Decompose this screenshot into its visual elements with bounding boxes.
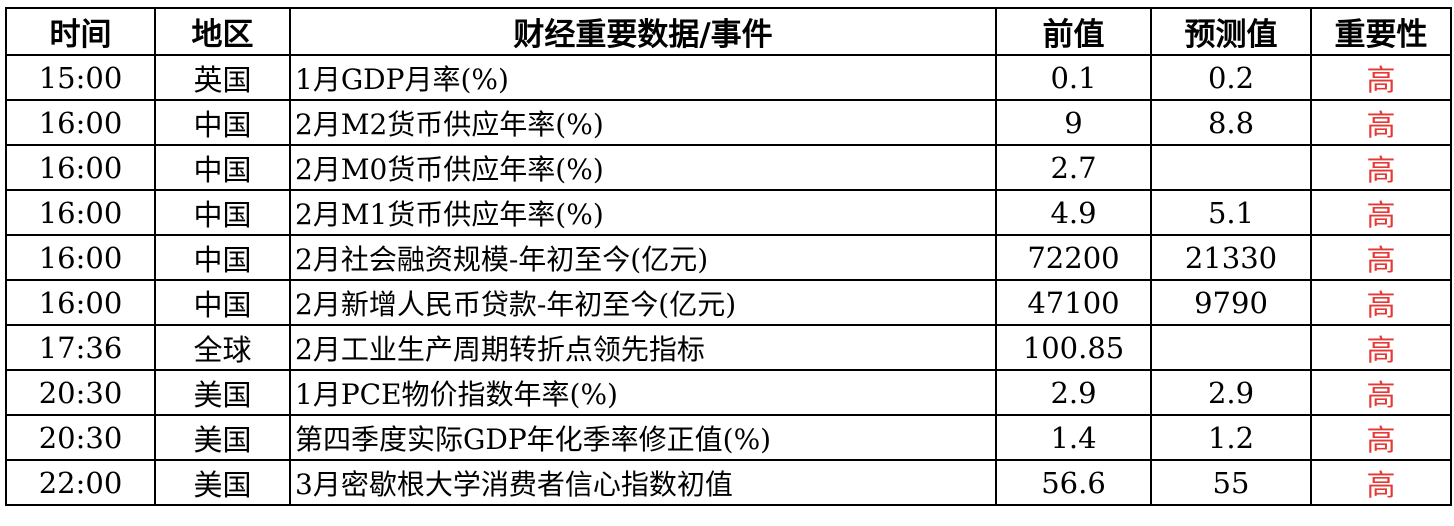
event-cell: 第四季度实际GDP年化季率修正值(%)	[289, 414, 997, 461]
header-row: 时间 地区 财经重要数据/事件 前值 预测值 重要性	[5, 7, 1452, 56]
previous-cell: 2.7	[995, 144, 1152, 191]
time-cell: 15:00	[5, 54, 156, 101]
forecast-cell: 5.1	[1150, 189, 1312, 236]
importance-cell: 高	[1310, 189, 1452, 236]
importance-cell: 高	[1310, 324, 1452, 371]
table-row: 20:30 美国 第四季度实际GDP年化季率修正值(%) 1.4 1.2 高	[5, 414, 1452, 461]
economic-calendar-table: 时间 地区 财经重要数据/事件 前值 预测值 重要性 15:00 英国 1月GDP月…	[5, 7, 1452, 506]
table-row: 17:36 全球 2月工业生产周期转折点领先指标 100.85 高	[5, 324, 1452, 371]
header-importance: 重要性	[1310, 7, 1452, 56]
importance-cell: 高	[1310, 99, 1452, 146]
region-cell: 中国	[154, 189, 291, 236]
event-cell: 2月工业生产周期转折点领先指标	[289, 324, 997, 371]
header-previous: 前值	[995, 7, 1152, 56]
table-row: 16:00 中国 2月新增人民币贷款-年初至今(亿元) 47100 9790 高	[5, 279, 1452, 326]
event-cell: 2月新增人民币贷款-年初至今(亿元)	[289, 279, 997, 326]
event-cell: 2月社会融资规模-年初至今(亿元)	[289, 234, 997, 281]
forecast-cell: 9790	[1150, 279, 1312, 326]
header-forecast: 预测值	[1150, 7, 1312, 56]
event-cell: 1月PCE物价指数年率(%)	[289, 369, 997, 416]
forecast-cell	[1150, 324, 1312, 371]
region-cell: 中国	[154, 99, 291, 146]
forecast-cell: 8.8	[1150, 99, 1312, 146]
importance-cell: 高	[1310, 369, 1452, 416]
previous-cell: 72200	[995, 234, 1152, 281]
time-cell: 16:00	[5, 189, 156, 236]
importance-cell: 高	[1310, 234, 1452, 281]
event-cell: 1月GDP月率(%)	[289, 54, 997, 101]
event-cell: 2月M0货币供应年率(%)	[289, 144, 997, 191]
time-cell: 20:30	[5, 414, 156, 461]
forecast-cell: 0.2	[1150, 54, 1312, 101]
region-cell: 全球	[154, 324, 291, 371]
importance-cell: 高	[1310, 414, 1452, 461]
previous-cell: 0.1	[995, 54, 1152, 101]
header-event: 财经重要数据/事件	[289, 7, 997, 56]
table-row: 20:30 美国 1月PCE物价指数年率(%) 2.9 2.9 高	[5, 369, 1452, 416]
event-cell: 2月M2货币供应年率(%)	[289, 99, 997, 146]
previous-cell: 9	[995, 99, 1152, 146]
forecast-cell: 55	[1150, 459, 1312, 506]
region-cell: 英国	[154, 54, 291, 101]
previous-cell: 1.4	[995, 414, 1152, 461]
table-row: 16:00 中国 2月社会融资规模-年初至今(亿元) 72200 21330 高	[5, 234, 1452, 281]
event-cell: 3月密歇根大学消费者信心指数初值	[289, 459, 997, 506]
previous-cell: 4.9	[995, 189, 1152, 236]
table-row: 15:00 英国 1月GDP月率(%) 0.1 0.2 高	[5, 54, 1452, 101]
header-time: 时间	[5, 7, 156, 56]
time-cell: 20:30	[5, 369, 156, 416]
importance-cell: 高	[1310, 279, 1452, 326]
table-row: 16:00 中国 2月M1货币供应年率(%) 4.9 5.1 高	[5, 189, 1452, 236]
region-cell: 美国	[154, 459, 291, 506]
importance-cell: 高	[1310, 144, 1452, 191]
time-cell: 17:36	[5, 324, 156, 371]
event-cell: 2月M1货币供应年率(%)	[289, 189, 997, 236]
table-row: 16:00 中国 2月M0货币供应年率(%) 2.7 高	[5, 144, 1452, 191]
previous-cell: 100.85	[995, 324, 1152, 371]
header-region: 地区	[154, 7, 291, 56]
region-cell: 中国	[154, 279, 291, 326]
forecast-cell: 21330	[1150, 234, 1312, 281]
region-cell: 中国	[154, 144, 291, 191]
previous-cell: 2.9	[995, 369, 1152, 416]
importance-cell: 高	[1310, 54, 1452, 101]
time-cell: 16:00	[5, 279, 156, 326]
forecast-cell	[1150, 144, 1312, 191]
table-row: 16:00 中国 2月M2货币供应年率(%) 9 8.8 高	[5, 99, 1452, 146]
forecast-cell: 1.2	[1150, 414, 1312, 461]
region-cell: 美国	[154, 414, 291, 461]
importance-cell: 高	[1310, 459, 1452, 506]
table-row: 22:00 美国 3月密歇根大学消费者信心指数初值 56.6 55 高	[5, 459, 1452, 506]
previous-cell: 47100	[995, 279, 1152, 326]
forecast-cell: 2.9	[1150, 369, 1312, 416]
time-cell: 16:00	[5, 144, 156, 191]
region-cell: 美国	[154, 369, 291, 416]
time-cell: 22:00	[5, 459, 156, 506]
previous-cell: 56.6	[995, 459, 1152, 506]
time-cell: 16:00	[5, 99, 156, 146]
time-cell: 16:00	[5, 234, 156, 281]
region-cell: 中国	[154, 234, 291, 281]
